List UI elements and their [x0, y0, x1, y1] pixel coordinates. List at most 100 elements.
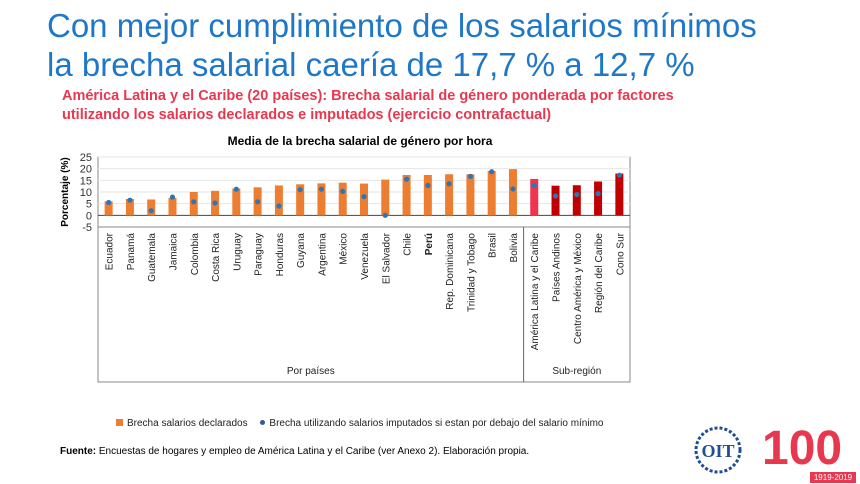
- logo-years-text: 1919-2019: [814, 473, 853, 482]
- x-tick-label: Bolivia: [509, 233, 520, 263]
- data-point: [489, 169, 495, 175]
- x-tick-label: Honduras: [275, 233, 286, 276]
- x-tick-label: Guyana: [296, 233, 307, 268]
- x-tick-label: Paraguay: [254, 233, 265, 276]
- legend-dot-label: Brecha utilizando salarios imputados si …: [269, 418, 604, 429]
- group-label: Por países: [287, 366, 335, 377]
- data-point: [148, 208, 154, 214]
- bar: [125, 199, 134, 216]
- x-tick-label: Rep. Dominicana: [445, 233, 456, 310]
- bar: [551, 185, 560, 216]
- x-tick-label: Ecuador: [105, 232, 116, 270]
- bar: [360, 183, 368, 216]
- bar: [274, 185, 283, 216]
- data-point: [191, 199, 197, 205]
- y-tick-label: 0: [86, 210, 92, 222]
- data-point: [446, 181, 452, 187]
- y-tick-label: 25: [80, 152, 92, 164]
- data-point: [595, 191, 601, 197]
- data-point: [574, 191, 580, 198]
- x-tick-label: México: [339, 233, 350, 265]
- bar: [381, 179, 390, 216]
- x-tick-label: Jamaica: [168, 233, 179, 271]
- bar: [338, 182, 347, 216]
- x-tick-label: Perú: [424, 233, 435, 255]
- bar: [445, 174, 454, 216]
- x-tick-label: Región del Caribe: [594, 233, 605, 313]
- x-tick-label: Cono Sur: [615, 232, 626, 275]
- legend-bar-label: Brecha salarios declarados: [127, 418, 248, 429]
- oit-logo: OIT 100 1919-2019: [694, 422, 856, 483]
- data-point: [276, 203, 282, 209]
- x-tick-label: Brasil: [488, 233, 499, 258]
- group-label: Sub-región: [552, 366, 601, 377]
- bar: [317, 183, 326, 216]
- logo-anniversary-text: 100: [762, 422, 842, 475]
- y-tick-label: 5: [86, 199, 92, 211]
- y-axis-label: Porcentaje (%): [60, 157, 71, 226]
- chart-legend: Brecha salarios declarados Brecha utiliz…: [116, 418, 603, 429]
- x-tick-label: Trinidad y Tobago: [466, 233, 477, 312]
- legend-bar-swatch: [116, 419, 123, 426]
- bar: [104, 201, 113, 216]
- x-tick-label: Venezuela: [360, 233, 371, 280]
- bar: [594, 181, 603, 216]
- legend-dot-swatch: [260, 420, 266, 425]
- x-tick-label: América Latina y el Caribe: [530, 233, 541, 351]
- bar: [572, 185, 581, 216]
- chart-title: Media de la brecha salarial de género po…: [227, 134, 493, 148]
- bar: [168, 197, 177, 216]
- bar: [232, 188, 241, 216]
- x-tick-label: Países Andinos: [552, 233, 563, 302]
- bar: [466, 174, 475, 216]
- x-tick-label: Guatemala: [147, 233, 158, 282]
- source-text: Encuestas de hogares y empleo de América…: [96, 446, 530, 457]
- y-tick-label: 15: [80, 175, 92, 187]
- data-point: [297, 187, 303, 193]
- bar: [402, 174, 411, 216]
- bar: [615, 173, 624, 216]
- data-point: [318, 186, 325, 192]
- data-point: [127, 197, 133, 203]
- slide-title: Con mejor cumplimiento de los salarios m…: [47, 7, 757, 83]
- x-tick-label: Argentina: [317, 233, 328, 276]
- data-point: [382, 212, 388, 218]
- source-note: Fuente: Encuestas de hogares y empleo de…: [60, 446, 529, 457]
- data-point: [531, 183, 537, 189]
- bar: [296, 184, 305, 216]
- bar: [530, 178, 539, 216]
- data-point: [169, 194, 176, 200]
- slide-subtitle: América Latina y el Caribe (20 países): …: [62, 88, 674, 123]
- data-point: [340, 188, 346, 194]
- data-point: [467, 173, 473, 179]
- x-tick-label: Colombia: [190, 233, 201, 276]
- logo-band: [810, 472, 856, 483]
- x-tick-label: Chile: [403, 233, 414, 256]
- y-tick-label: 10: [80, 187, 92, 199]
- data-point: [106, 199, 112, 206]
- x-tick-label: El Salvador: [381, 232, 392, 284]
- y-tick-label: -5: [82, 222, 92, 234]
- bar: [423, 174, 432, 216]
- data-point: [361, 194, 367, 200]
- logo-oit-text: OIT: [701, 441, 734, 461]
- source-label: Fuente:: [60, 446, 97, 457]
- x-tick-label: Centro América y México: [573, 233, 584, 345]
- x-tick-label: Uruguay: [232, 233, 243, 271]
- data-point: [510, 186, 516, 192]
- data-point: [425, 182, 431, 189]
- data-point: [616, 172, 622, 178]
- y-tick-label: 20: [80, 164, 92, 176]
- data-point: [403, 176, 410, 182]
- x-tick-label: Costa Rica: [211, 233, 222, 282]
- data-point: [212, 200, 218, 206]
- data-point: [552, 193, 559, 199]
- bar: [508, 169, 517, 216]
- bar: [487, 171, 496, 216]
- x-tick-label: Panamá: [126, 233, 137, 271]
- data-point: [233, 186, 239, 192]
- data-point: [255, 199, 261, 205]
- bar: [147, 199, 156, 216]
- logo-circle-icon: [694, 426, 742, 474]
